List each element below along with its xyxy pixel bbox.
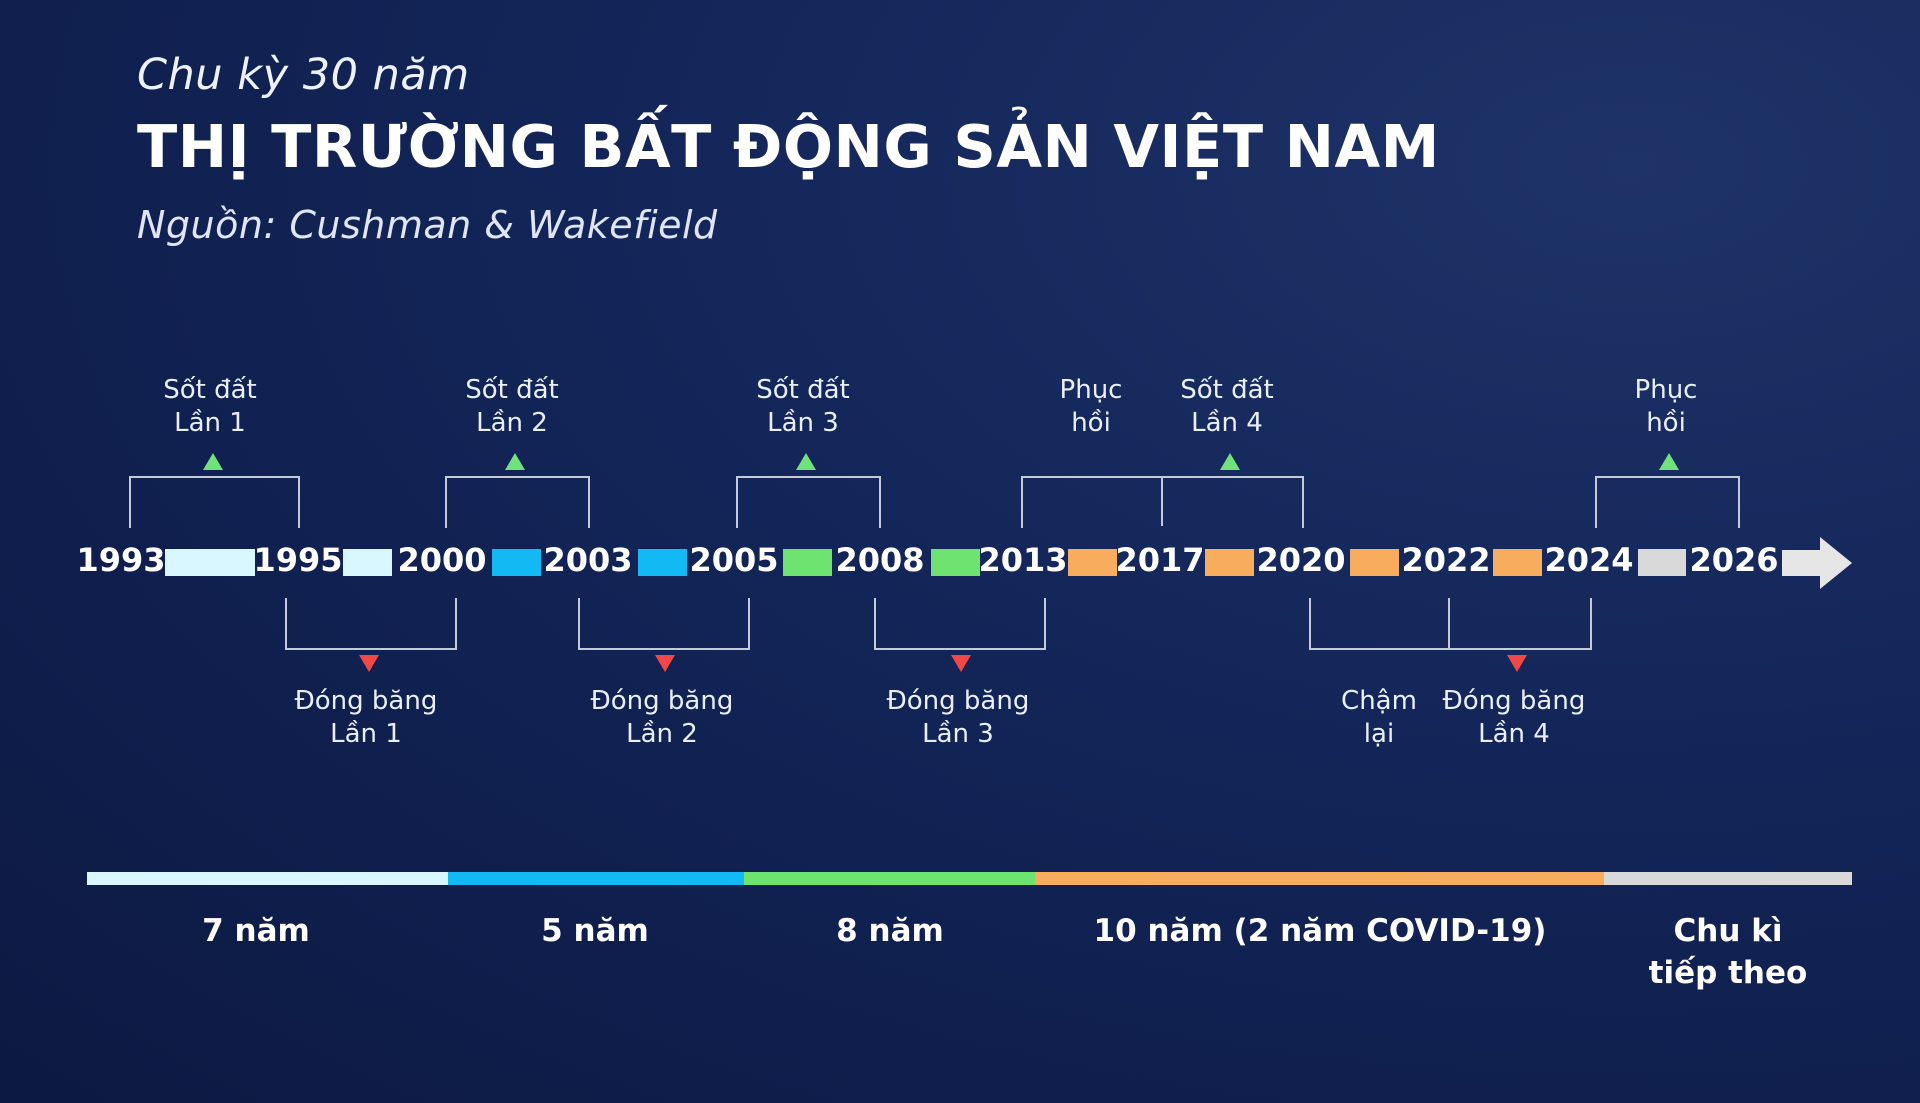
period-label: 7 năm — [202, 913, 310, 949]
event-label-above: Sốt đất Lần 3 — [756, 375, 850, 438]
period-bar-segment — [448, 872, 744, 885]
timeline-segment — [343, 549, 392, 576]
timeline-year: 2026 — [1689, 541, 1779, 579]
timeline-segment — [1205, 549, 1254, 576]
event-label-above: Sốt đất Lần 1 — [163, 375, 257, 438]
timeline-segment — [783, 549, 832, 576]
timeline-year: 2013 — [978, 541, 1068, 579]
timeline-year: 2008 — [835, 541, 925, 579]
source-note: Nguồn: Cushman & Wakefield — [137, 203, 718, 247]
up-triangle-icon — [203, 453, 223, 470]
event-label-below: Đóng băng Lần 4 — [1442, 686, 1586, 749]
event-bracket — [129, 476, 300, 528]
timeline-segment — [1493, 549, 1542, 576]
timeline-year: 2024 — [1544, 541, 1634, 579]
event-bracket — [445, 476, 590, 528]
down-triangle-icon — [359, 655, 379, 672]
event-bracket-divider — [1448, 598, 1450, 648]
event-bracket — [736, 476, 881, 528]
up-triangle-icon — [796, 453, 816, 470]
period-bar-segment — [744, 872, 1035, 885]
timeline-year: 2022 — [1401, 541, 1491, 579]
event-label-above: Sốt đất Lần 2 — [465, 375, 559, 438]
timeline-year: 2017 — [1115, 541, 1205, 579]
event-bracket — [285, 598, 457, 650]
timeline-year: 1995 — [253, 541, 343, 579]
period-label: Chu kì tiếp theo — [1648, 913, 1808, 991]
period-bar-segment — [1604, 872, 1852, 885]
diagram-title: THỊ TRƯỜNG BẤT ĐỘNG SẢN VIỆT NAM — [137, 112, 1440, 181]
timeline-segment — [931, 549, 980, 576]
event-label-above: Sốt đất Lần 4 — [1180, 375, 1274, 438]
timeline-segment — [492, 549, 541, 576]
event-label-below: Đóng băng Lần 2 — [590, 686, 734, 749]
timeline-arrow-icon — [1782, 537, 1852, 589]
diagram-subtitle: Chu kỳ 30 năm — [137, 50, 470, 100]
period-label: 5 năm — [541, 913, 649, 949]
timeline-year: 1993 — [76, 541, 166, 579]
up-triangle-icon — [1220, 453, 1240, 470]
down-triangle-icon — [951, 655, 971, 672]
event-bracket — [1309, 598, 1592, 650]
timeline-segment — [165, 549, 255, 576]
timeline-segment — [1638, 549, 1686, 576]
event-label-below: Đóng băng Lần 3 — [886, 686, 1030, 749]
event-bracket — [578, 598, 750, 650]
event-label-below: Chậm lại — [1341, 686, 1417, 749]
period-bar-segment — [1035, 872, 1604, 885]
period-label: 10 năm (2 năm COVID-19) — [1093, 913, 1547, 949]
timeline-year: 2000 — [397, 541, 487, 579]
event-bracket — [1595, 476, 1740, 528]
timeline-segment — [638, 549, 687, 576]
up-triangle-icon — [505, 453, 525, 470]
timeline-segment — [1068, 549, 1117, 576]
timeline-year: 2003 — [543, 541, 633, 579]
down-triangle-icon — [1507, 655, 1527, 672]
period-label: 8 năm — [836, 913, 944, 949]
event-label-above: Phục hồi — [1059, 375, 1123, 438]
timeline-segment — [1350, 549, 1399, 576]
up-triangle-icon — [1659, 453, 1679, 470]
event-bracket-divider — [1161, 476, 1163, 526]
down-triangle-icon — [655, 655, 675, 672]
timeline-year: 2020 — [1256, 541, 1346, 579]
event-label-below: Đóng băng Lần 1 — [294, 686, 438, 749]
timeline-year: 2005 — [689, 541, 779, 579]
period-bar-segment — [87, 872, 448, 885]
event-label-above: Phục hồi — [1634, 375, 1698, 438]
event-bracket — [874, 598, 1046, 650]
